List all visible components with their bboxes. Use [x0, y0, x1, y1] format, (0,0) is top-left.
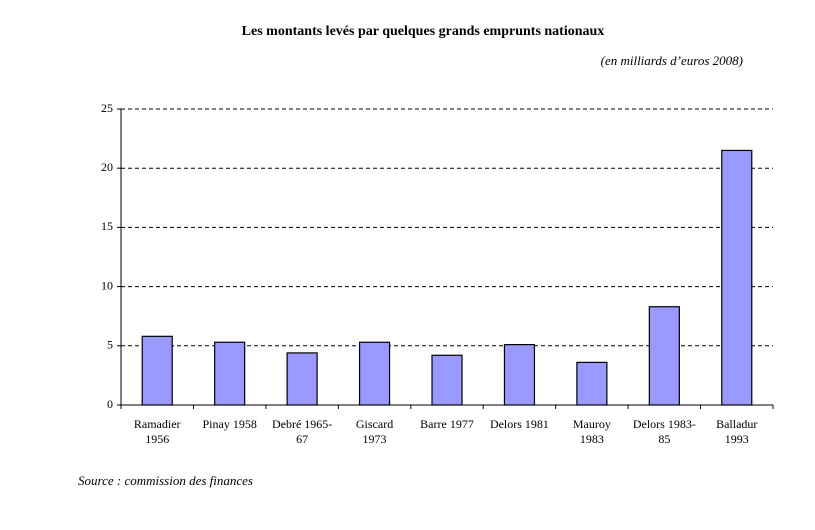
- x-tick-label: Giscard 1973: [355, 417, 394, 446]
- x-tick-label: Debré 1965- 67: [271, 417, 333, 446]
- x-tick-label: Pinay 1958: [202, 417, 257, 431]
- x-tick-label: Delors 1981: [489, 417, 549, 431]
- y-tick-label: 15: [101, 219, 113, 233]
- bar: [648, 306, 680, 406]
- x-tick-label: Ramadier 1956: [133, 417, 181, 446]
- x-tick-label: Balladur 1993: [716, 417, 758, 446]
- bar: [503, 344, 536, 406]
- bar: [286, 352, 318, 406]
- chart-title: Les montants levés par quelques grands e…: [242, 24, 605, 39]
- y-tick-label: 10: [101, 278, 113, 292]
- y-tick-label: 25: [101, 101, 113, 115]
- source-note: Source : commission des finances: [78, 473, 253, 488]
- x-tick-label: Mauroy 1983: [572, 417, 611, 446]
- y-tick-label: 20: [101, 160, 113, 174]
- x-tick-label: Delors 1983- 85: [632, 417, 696, 446]
- y-tick-label: 0: [107, 397, 113, 411]
- bar: [141, 335, 173, 406]
- bar: [214, 341, 246, 406]
- y-tick-label: 5: [107, 338, 113, 352]
- bar: [431, 354, 463, 406]
- bar: [576, 361, 608, 406]
- chart-subtitle: (en milliards d’euros 2008): [601, 53, 743, 68]
- x-tick-label: Barre 1977: [420, 417, 474, 431]
- bar: [358, 341, 391, 406]
- bar: [721, 149, 753, 406]
